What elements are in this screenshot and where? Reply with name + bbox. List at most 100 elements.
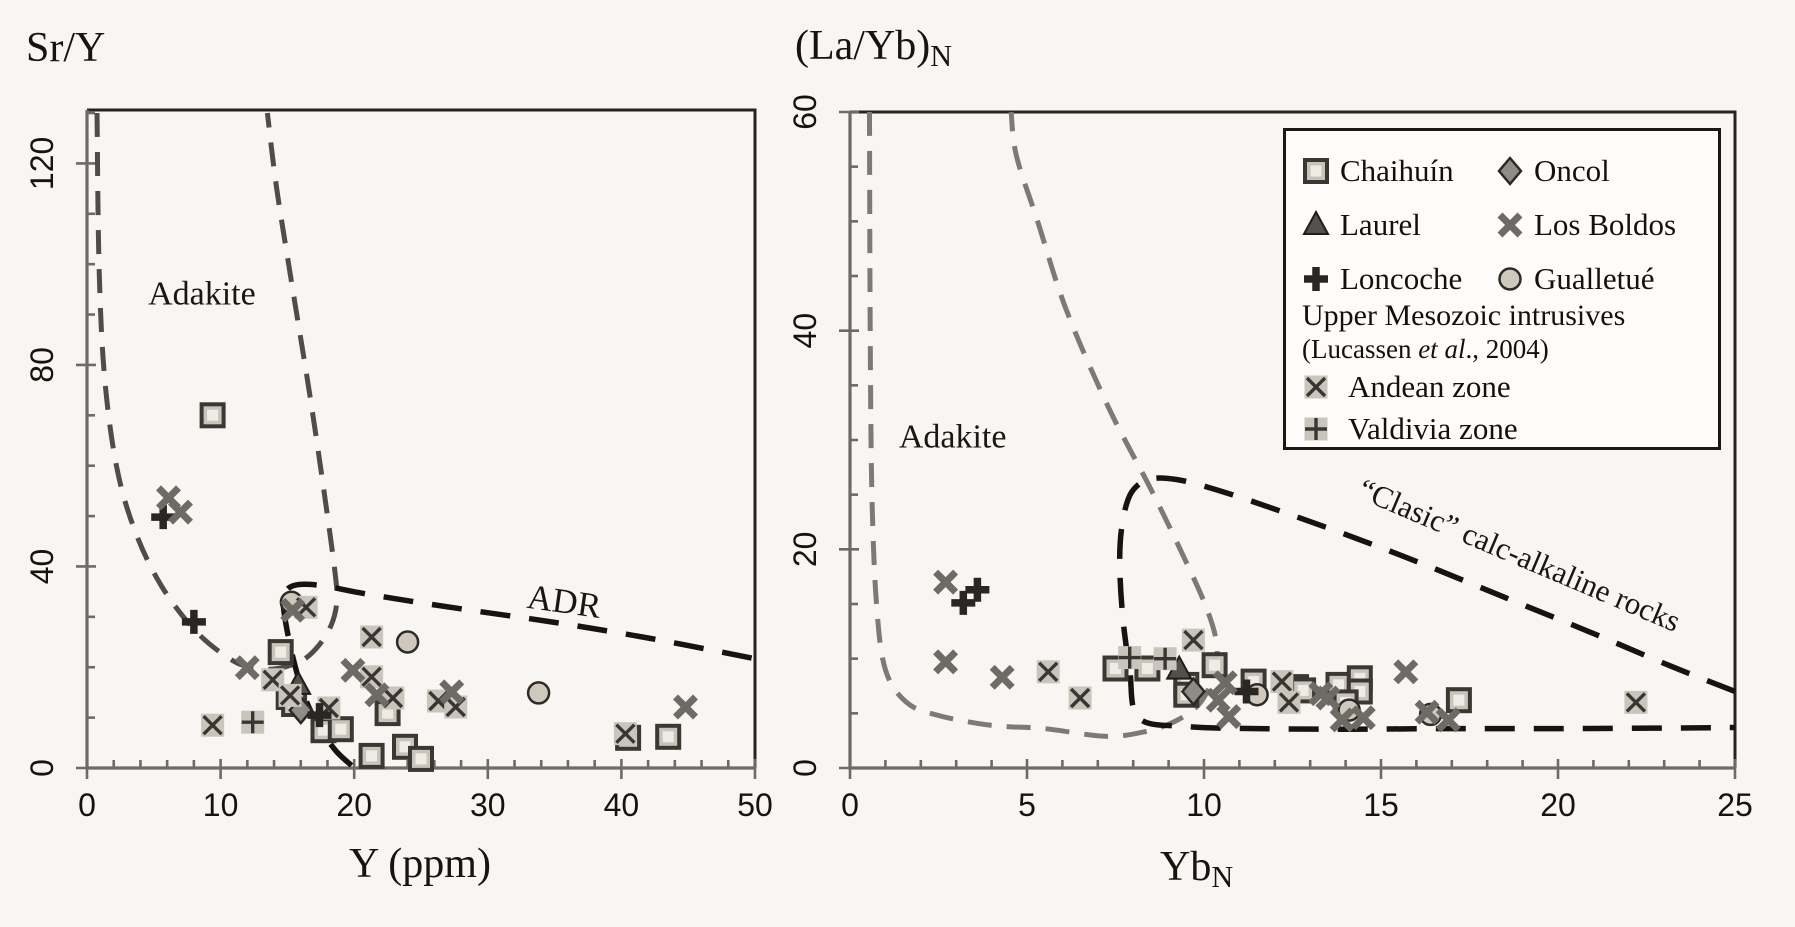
- y-tick-label: 120: [24, 137, 60, 190]
- bgx-marker: [1181, 628, 1205, 652]
- x-tick-label: 5: [1018, 787, 1036, 823]
- square-marker: [1445, 687, 1472, 714]
- boldx-marker: [1315, 685, 1341, 711]
- square-marker: [358, 742, 385, 769]
- legend: Chaihuín Oncol Laurel Los Boldos Loncoch…: [1283, 128, 1721, 450]
- bgx-marker: [360, 665, 384, 689]
- legend-item-chaihuin: Chaihuín: [1298, 151, 1454, 191]
- boldx-marker: [1205, 687, 1231, 713]
- x-on-square-marker-icon: [1298, 370, 1334, 404]
- series-chaihuín: [199, 402, 682, 772]
- bgplus-legend-glyph: [1304, 417, 1328, 441]
- triangle-marker: [1302, 209, 1330, 235]
- circle-marker: [526, 681, 551, 705]
- plus-marker: [307, 703, 332, 728]
- bgx-marker: [1036, 660, 1060, 684]
- boldx-marker: [673, 694, 698, 720]
- square-marker-icon: [1298, 154, 1334, 188]
- series-los-boldos: [933, 569, 1461, 733]
- diamond-marker: [1180, 676, 1207, 707]
- plus-legend-glyph: [1304, 267, 1328, 291]
- field-label: Adakite: [899, 419, 1007, 456]
- square-marker: [408, 745, 434, 772]
- plus-on-square-marker-icon: [1298, 412, 1334, 446]
- legend-item-los-boldos: Los Boldos: [1492, 205, 1676, 245]
- bgplus-marker: [1118, 646, 1142, 670]
- series-oncol: [1180, 676, 1207, 707]
- boldx-marker: [1393, 659, 1419, 685]
- boldx-marker: [1350, 705, 1376, 731]
- series-los-boldos: [156, 485, 698, 720]
- plus-marker: [951, 590, 976, 615]
- triangle-marker-icon: [1298, 208, 1334, 242]
- square-marker: [267, 639, 294, 666]
- bgx-legend-glyph: [1304, 375, 1328, 399]
- bgx-marker: [1624, 690, 1648, 714]
- boldx-marker: [1216, 704, 1242, 730]
- x-tick-label: 30: [470, 787, 506, 823]
- series-andean-zone: [1036, 628, 1648, 714]
- plus-marker: [965, 577, 990, 602]
- legend-group-subtitle: (Lucassen et al., 2004): [1302, 334, 1549, 364]
- series-valdivia-zone: [1118, 646, 1177, 671]
- bgx-marker: [278, 683, 302, 707]
- boldx-marker: [340, 657, 366, 683]
- x-tick-label: 40: [604, 787, 640, 823]
- plus-marker-icon: [1298, 262, 1334, 296]
- boldx-marker: [280, 597, 306, 623]
- right-plot-y-axis-title: (La/Yb)N: [795, 23, 953, 73]
- x-tick-label: 20: [1540, 787, 1576, 823]
- legend-item-gualletue: Gualletué: [1492, 259, 1655, 299]
- bgplus-marker: [1153, 647, 1177, 671]
- plot-axes: [85, 110, 755, 770]
- boldx-marker: [989, 664, 1015, 690]
- boldx-marker: [168, 499, 193, 525]
- y-tick-label: 60: [787, 94, 823, 130]
- bgx-marker: [1270, 670, 1294, 694]
- bgplus-marker: [1304, 417, 1328, 441]
- boldx-marker: [1435, 707, 1461, 733]
- square-marker: [655, 723, 682, 750]
- plus-marker: [1234, 679, 1259, 704]
- series-gualletué: [279, 590, 551, 705]
- boldx-marker: [364, 682, 390, 708]
- circle-marker: [395, 630, 420, 654]
- y-tick-label: 20: [787, 532, 823, 568]
- left-plot-x-axis-title: Y (ppm): [349, 841, 491, 887]
- legend-group-title: Upper Mesozoic intrusives: [1302, 299, 1626, 332]
- boldx-marker: [439, 679, 465, 705]
- bgplus-marker: [241, 710, 265, 734]
- boldx-marker: [1497, 212, 1523, 238]
- boldx-marker: [234, 655, 260, 681]
- y-tick-label: 40: [24, 549, 60, 585]
- diamond-marker: [1497, 156, 1523, 186]
- legend-item-oncol: Oncol: [1492, 151, 1610, 191]
- plus-marker: [181, 609, 206, 634]
- series-loncoche: [151, 505, 332, 728]
- y-tick-label: 0: [24, 759, 60, 777]
- right-plot-x-axis-title: YbN: [1160, 844, 1234, 894]
- adakite-field-boundary: [94, 112, 340, 672]
- boldx-marker: [1329, 707, 1355, 733]
- boldx-legend-glyph: [1497, 212, 1523, 238]
- x-tick-label: 20: [336, 787, 372, 823]
- plus-marker: [1304, 267, 1328, 291]
- series-valdivia-zone: [241, 710, 265, 734]
- x-tick-label: 0: [78, 787, 96, 823]
- boldx-marker: [933, 649, 959, 675]
- bgx-marker: [360, 625, 384, 649]
- field-label: Adakite: [148, 275, 256, 312]
- square-marker: [327, 716, 354, 743]
- diamond-legend-glyph: [1497, 156, 1523, 186]
- boldx-marker: [1414, 699, 1440, 725]
- bgx-marker: [1304, 375, 1328, 399]
- x-tick-label: 0: [841, 787, 859, 823]
- x-tick-label: 10: [203, 787, 239, 823]
- plot-frame: [87, 108, 757, 768]
- legend-item-valdivia-zone: Valdivia zone: [1298, 409, 1518, 449]
- triangle-legend-glyph: [1302, 209, 1330, 235]
- circle-legend-glyph: [1498, 267, 1522, 291]
- plot-frame: [850, 110, 1737, 768]
